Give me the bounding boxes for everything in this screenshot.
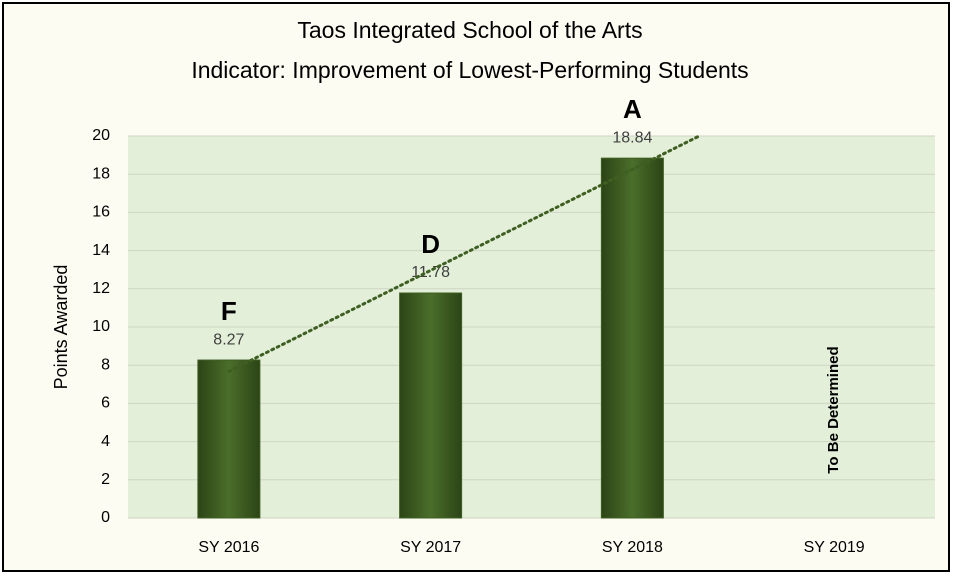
y-tick-label: 10 (92, 318, 110, 335)
value-label: 18.84 (612, 129, 652, 146)
trendline (227, 134, 701, 373)
grade-label: F (221, 296, 237, 326)
x-tick-label: SY 2017 (400, 539, 461, 556)
bar (197, 359, 261, 519)
chart-subtitle: Indicator: Improvement of Lowest-Perform… (191, 57, 748, 83)
y-tick-label: 8 (101, 356, 110, 373)
y-tick-label: 18 (92, 165, 110, 182)
y-axis-label: Points Awarded (51, 265, 71, 390)
y-tick-label: 16 (92, 204, 110, 221)
y-tick-label: 12 (92, 280, 110, 297)
bar (399, 292, 463, 519)
grade-label: A (623, 94, 642, 124)
annotation: To Be Determined (825, 346, 842, 473)
y-tick-label: 20 (92, 127, 110, 144)
x-tick-label: SY 2019 (804, 539, 865, 556)
y-tick-label: 4 (101, 433, 110, 450)
chart-title: Taos Integrated School of the Arts (297, 17, 642, 43)
grade-label: D (421, 229, 440, 259)
y-tick-label: 6 (101, 395, 110, 412)
value-label: 8.27 (213, 331, 244, 348)
x-tick-label: SY 2018 (602, 539, 663, 556)
y-tick-label: 0 (101, 509, 110, 526)
y-tick-label: 14 (92, 242, 110, 259)
bar (600, 157, 664, 519)
y-tick-label: 2 (101, 471, 110, 488)
x-tick-label: SY 2016 (198, 539, 259, 556)
value-label: 11.78 (411, 264, 450, 281)
